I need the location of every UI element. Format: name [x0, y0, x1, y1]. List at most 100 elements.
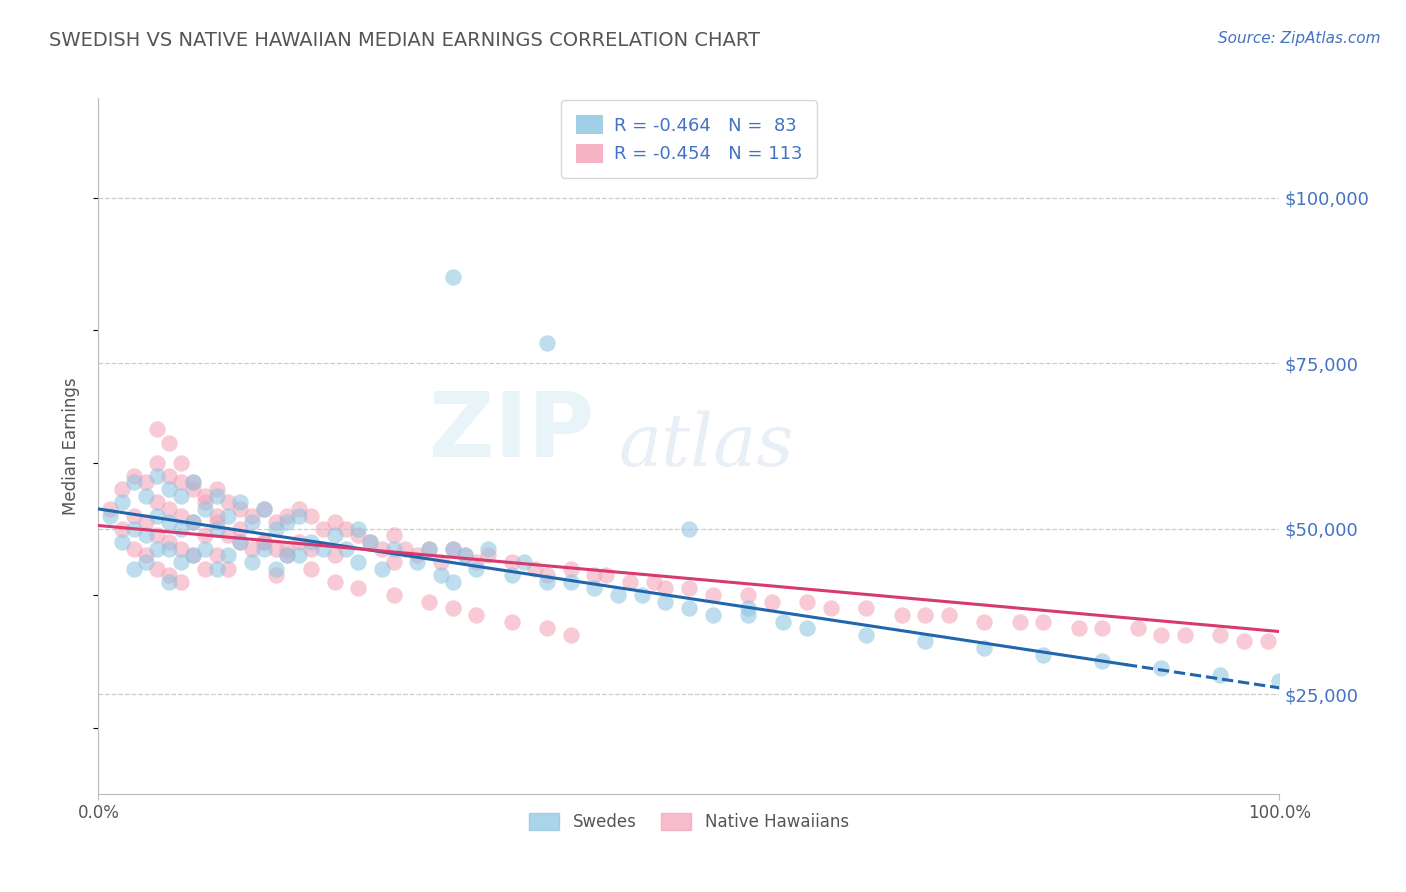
Point: [371, 541, 394, 556]
Text: SWEDISH VS NATIVE HAWAIIAN MEDIAN EARNINGS CORRELATION CHART: SWEDISH VS NATIVE HAWAIIAN MEDIAN EARNIN…: [49, 31, 761, 50]
Point: [323, 574, 346, 589]
Point: [1233, 634, 1256, 648]
Point: [264, 568, 287, 582]
Point: [170, 508, 193, 523]
Point: [323, 528, 346, 542]
Point: [347, 582, 370, 596]
Point: [205, 482, 228, 496]
Point: [441, 270, 464, 285]
Point: [678, 601, 700, 615]
Point: [157, 435, 180, 450]
Point: [477, 541, 499, 556]
Point: [347, 522, 370, 536]
Point: [418, 595, 440, 609]
Point: [157, 515, 180, 529]
Point: [607, 588, 630, 602]
Point: [146, 508, 169, 523]
Point: [1257, 634, 1279, 648]
Point: [217, 561, 239, 575]
Point: [1209, 628, 1232, 642]
Point: [135, 528, 157, 542]
Point: [1174, 628, 1197, 642]
Point: [170, 541, 193, 556]
Point: [194, 528, 217, 542]
Point: [1209, 667, 1232, 681]
Point: [465, 555, 488, 569]
Point: [560, 561, 582, 575]
Point: [122, 522, 145, 536]
Point: [288, 502, 311, 516]
Point: [181, 482, 204, 496]
Point: [477, 549, 499, 563]
Point: [264, 515, 287, 529]
Point: [536, 568, 558, 582]
Point: [1268, 674, 1291, 689]
Point: [855, 628, 877, 642]
Point: [347, 528, 370, 542]
Point: [111, 522, 134, 536]
Point: [430, 568, 453, 582]
Point: [146, 541, 169, 556]
Point: [335, 522, 357, 536]
Point: [1032, 615, 1054, 629]
Text: Source: ZipAtlas.com: Source: ZipAtlas.com: [1218, 31, 1381, 46]
Point: [441, 574, 464, 589]
Point: [253, 502, 276, 516]
Point: [181, 549, 204, 563]
Point: [217, 495, 239, 509]
Point: [288, 549, 311, 563]
Point: [276, 541, 298, 556]
Point: [181, 549, 204, 563]
Point: [382, 588, 405, 602]
Point: [122, 475, 145, 490]
Point: [194, 561, 217, 575]
Point: [299, 561, 322, 575]
Point: [524, 561, 547, 575]
Point: [205, 508, 228, 523]
Point: [217, 528, 239, 542]
Point: [855, 601, 877, 615]
Point: [146, 468, 169, 483]
Point: [973, 615, 995, 629]
Point: [465, 561, 488, 575]
Point: [264, 541, 287, 556]
Point: [122, 468, 145, 483]
Point: [312, 522, 335, 536]
Point: [205, 561, 228, 575]
Point: [973, 641, 995, 656]
Point: [157, 535, 180, 549]
Point: [253, 502, 276, 516]
Point: [938, 607, 960, 622]
Point: [217, 508, 239, 523]
Point: [441, 601, 464, 615]
Point: [512, 555, 534, 569]
Point: [276, 549, 298, 563]
Point: [441, 541, 464, 556]
Point: [560, 574, 582, 589]
Point: [418, 541, 440, 556]
Point: [264, 561, 287, 575]
Point: [146, 495, 169, 509]
Point: [914, 634, 936, 648]
Point: [630, 588, 652, 602]
Point: [1008, 615, 1031, 629]
Point: [253, 535, 276, 549]
Point: [299, 541, 322, 556]
Point: [181, 515, 204, 529]
Point: [111, 495, 134, 509]
Point: [205, 489, 228, 503]
Point: [299, 508, 322, 523]
Point: [170, 574, 193, 589]
Point: [737, 588, 759, 602]
Point: [135, 555, 157, 569]
Point: [441, 541, 464, 556]
Point: [205, 522, 228, 536]
Point: [1091, 654, 1114, 668]
Point: [240, 515, 263, 529]
Point: [347, 555, 370, 569]
Point: [205, 515, 228, 529]
Point: [288, 535, 311, 549]
Point: [1150, 661, 1173, 675]
Point: [536, 574, 558, 589]
Point: [406, 549, 429, 563]
